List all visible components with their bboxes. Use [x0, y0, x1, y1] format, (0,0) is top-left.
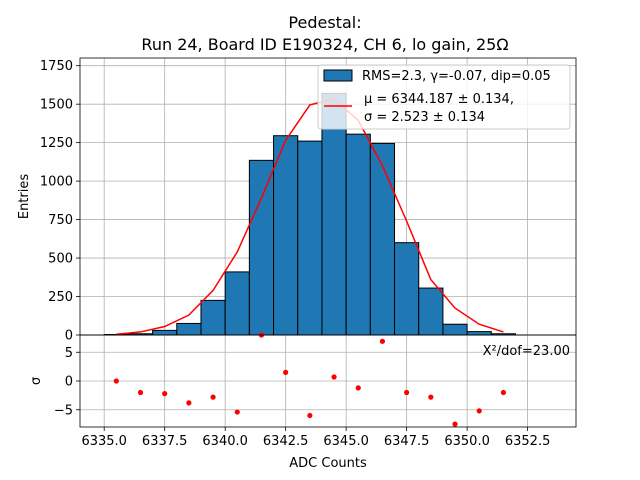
- histogram-bar-14: [442, 323, 468, 336]
- residual-point-15: [476, 408, 482, 414]
- residual-point-16: [500, 389, 507, 396]
- histogram-bar-13: [418, 287, 444, 336]
- residual-point-4: [210, 394, 216, 400]
- histogram-bar-15: [466, 331, 492, 336]
- residual-point-13: [428, 394, 434, 400]
- x-ticks: 6335.0 6337.5 6340.0 6342.5 6345.0 6347.5 6350…: [81, 427, 550, 449]
- chi2-annotation: X²/dof=23.00: [483, 344, 570, 359]
- histogram-bar-4: [200, 299, 226, 336]
- bottom-y-ticks: −5 0 5: [54, 346, 80, 418]
- xtick-label-6: 6350.0: [444, 434, 490, 449]
- legend-entry-rms: RMS=2.3, γ=-0.07, dip=0.05: [362, 69, 551, 84]
- chart-title: Pedestal: Run 24, Board ID E190324, CH 6…: [141, 13, 508, 54]
- residual-point-2: [162, 391, 168, 397]
- top-y-label: Entries: [17, 174, 32, 220]
- top-panel: 0 250 500 750 1000 1250 1500 1750 Entries RMS=2…: [17, 57, 577, 344]
- residual-point-5: [234, 409, 240, 415]
- bottom-y-label: σ: [29, 377, 44, 385]
- residual-point-0: [113, 378, 119, 384]
- legend-entry-mu: μ = 6344.187 ± 0.134,: [364, 92, 514, 107]
- top-ytick-label-0: 0: [65, 329, 73, 344]
- histogram-bars: [103, 92, 517, 336]
- bottom-panel: −5 0 5 6335.0 6337.5 6340.0 6342.5 6345.0 6347.…: [29, 332, 577, 471]
- xtick-label-2: 6340.0: [202, 434, 248, 449]
- xtick-label-4: 6345.0: [323, 434, 369, 449]
- xtick-label-7: 6352.5: [505, 434, 551, 449]
- top-ytick-label-4: 1000: [40, 175, 73, 190]
- title-line-1: Pedestal:: [288, 13, 361, 32]
- residual-point-12: [404, 389, 410, 396]
- title-line-2: Run 24, Board ID E190324, CH 6, lo gain,…: [141, 35, 508, 54]
- top-ytick-label-3: 750: [48, 213, 73, 228]
- xtick-label-1: 6337.5: [142, 434, 188, 449]
- residual-point-11: [379, 338, 386, 344]
- bottom-ytick-label-0: −5: [54, 403, 73, 418]
- legend-patch-swatch: [323, 69, 353, 82]
- residual-point-3: [186, 400, 192, 406]
- bottom-ytick-label-2: 5: [65, 346, 73, 361]
- xtick-label-3: 6342.5: [263, 434, 309, 449]
- xtick-label-0: 6335.0: [81, 434, 127, 449]
- bottom-ytick-label-1: 0: [65, 375, 73, 390]
- x-axis-label: ADC Counts: [289, 456, 367, 471]
- top-ytick-label-6: 1500: [40, 98, 73, 113]
- legend-box: [317, 64, 571, 130]
- residual-point-9: [331, 374, 337, 380]
- histogram-bar-5: [224, 271, 250, 336]
- histogram-bar-2: [152, 329, 178, 336]
- histogram-bar-9: [321, 92, 347, 336]
- residual-point-8: [307, 412, 313, 419]
- histogram-bar-8: [297, 140, 323, 336]
- legend: RMS=2.3, γ=-0.07, dip=0.05 μ = 6344.187 …: [317, 64, 571, 130]
- bottom-grid: [80, 335, 576, 427]
- histogram-bar-3: [176, 322, 202, 336]
- histogram-bar-10: [345, 133, 371, 336]
- residual-points: [113, 332, 507, 427]
- top-ytick-label-2: 500: [48, 252, 73, 267]
- top-y-ticks: 0 250 500 750 1000 1250 1500 1750: [40, 59, 80, 344]
- residual-point-10: [355, 385, 361, 391]
- histogram-bar-7: [273, 135, 299, 336]
- top-ytick-label-1: 250: [48, 290, 73, 305]
- residual-point-14: [452, 421, 458, 427]
- fit-curve: [116, 97, 504, 335]
- top-ytick-label-5: 1250: [40, 136, 73, 151]
- histogram-bar-11: [369, 142, 396, 336]
- histogram-bar-6: [248, 159, 275, 336]
- residual-point-7: [283, 369, 289, 375]
- legend-entry-sigma: σ = 2.523 ± 0.134: [364, 110, 485, 125]
- histogram-bar-12: [394, 242, 420, 336]
- xtick-label-5: 6347.5: [384, 434, 430, 449]
- top-ytick-label-7: 1750: [40, 59, 73, 74]
- residual-point-1: [137, 389, 144, 396]
